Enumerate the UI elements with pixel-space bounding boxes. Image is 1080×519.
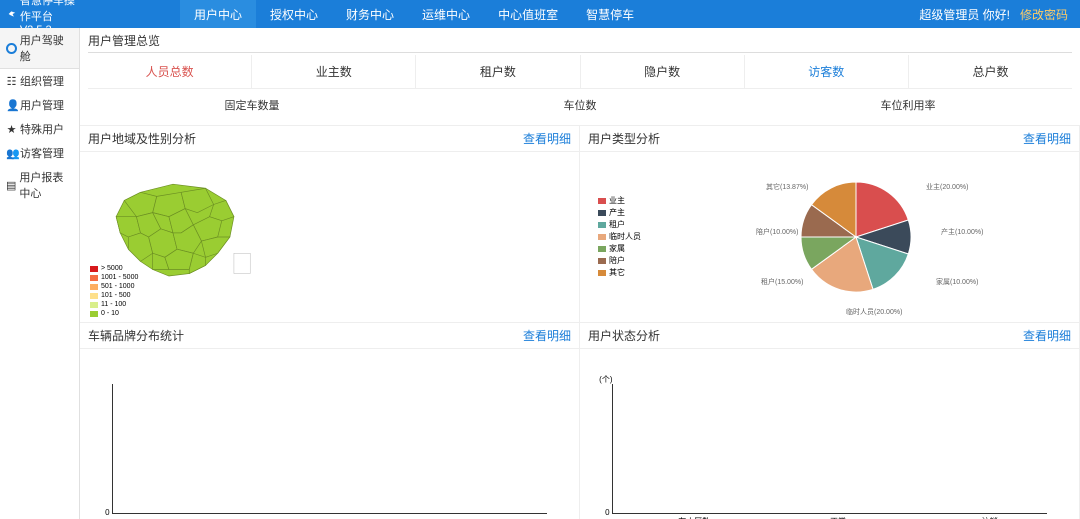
sidebar-title: 用户驾驶舱 — [0, 28, 79, 69]
nav-item-2[interactable]: 财务中心 — [332, 0, 408, 28]
panel-status: 用户状态分析 查看明细 (个) 0 在小区数正常注销 — [580, 322, 1080, 519]
stat-1: 业主数 — [252, 55, 416, 88]
brand-axis-chart: 0 — [112, 384, 547, 514]
user-icon: 👤 — [6, 99, 17, 112]
panel-map: 用户地域及性别分析 查看明细 > 50001001 - 5000501 - 10… — [80, 125, 580, 322]
panel-brand-detail-link[interactable]: 查看明细 — [523, 327, 571, 344]
top-nav: 用户中心授权中心财务中心运维中心中心值班室智慧停车 — [180, 0, 648, 28]
change-password-link[interactable]: 修改密码 — [1020, 6, 1068, 23]
bird-icon — [8, 6, 16, 22]
top-header: 智慧停车操作平台 V2.5.2 用户中心授权中心财务中心运维中心中心值班室智慧停… — [0, 0, 1080, 28]
sitemap-icon: ☷ — [6, 75, 17, 88]
panel-status-detail-link[interactable]: 查看明细 — [1023, 327, 1071, 344]
panel-map-body: > 50001001 - 5000501 - 1000101 - 50011 -… — [80, 152, 579, 322]
panel-status-body: (个) 0 在小区数正常注销 — [580, 349, 1079, 519]
panel-brand-body: 0 — [80, 349, 579, 519]
nav-item-1[interactable]: 授权中心 — [256, 0, 332, 28]
main-area: 用户驾驶舱 ☷组织管理👤用户管理★特殊用户👥访客管理▤用户报表中心 用户管理总览… — [0, 28, 1080, 519]
panel-pie-detail-link[interactable]: 查看明细 — [1023, 130, 1071, 147]
panel-pie-title: 用户类型分析 — [588, 130, 660, 147]
file-icon: ▤ — [6, 179, 16, 192]
stat-2: 租户数 — [416, 55, 580, 88]
header-right: 超级管理员 你好! 修改密码 — [919, 6, 1080, 23]
nav-item-4[interactable]: 中心值班室 — [484, 0, 572, 28]
sidebar: 用户驾驶舱 ☷组织管理👤用户管理★特殊用户👥访客管理▤用户报表中心 — [0, 28, 80, 519]
sidebar-item-2[interactable]: ★特殊用户 — [0, 117, 79, 141]
sidebar-item-4[interactable]: ▤用户报表中心 — [0, 165, 79, 205]
stat-3: 隐户数 — [581, 55, 745, 88]
stat2-2: 车位利用率 — [744, 89, 1072, 121]
stat2-0: 固定车数量 — [88, 89, 416, 121]
nav-item-5[interactable]: 智慧停车 — [572, 0, 648, 28]
pie-legend: 业主产主租户临时人员家属陪户其它 — [598, 195, 641, 279]
overview-title: 用户管理总览 — [88, 32, 1072, 53]
nav-item-3[interactable]: 运维中心 — [408, 0, 484, 28]
status-y0: 0 — [605, 508, 609, 517]
panel-pie-body: 业主产主租户临时人员家属陪户其它 其它(13.87%)业主(20.00%)产主(… — [580, 152, 1079, 322]
overview: 用户管理总览 人员总数业主数租户数隐户数访客数总户数 固定车数量车位数车位利用率 — [80, 28, 1080, 125]
star-icon: ★ — [6, 123, 17, 136]
status-axis-chart: (个) 0 在小区数正常注销 — [612, 384, 1047, 514]
stat-5: 总户数 — [909, 55, 1072, 88]
panels: 用户地域及性别分析 查看明细 > 50001001 - 5000501 - 10… — [80, 125, 1080, 519]
stats-row-1: 人员总数业主数租户数隐户数访客数总户数 — [88, 55, 1072, 88]
stats-row-2: 固定车数量车位数车位利用率 — [88, 88, 1072, 121]
stat-4: 访客数 — [745, 55, 909, 88]
map-legend: > 50001001 - 5000501 - 1000101 - 50011 -… — [90, 264, 138, 318]
nav-item-0[interactable]: 用户中心 — [180, 0, 256, 28]
content: 用户管理总览 人员总数业主数租户数隐户数访客数总户数 固定车数量车位数车位利用率… — [80, 28, 1080, 519]
users-icon: 👥 — [6, 147, 17, 160]
panel-brand-title: 车辆品牌分布统计 — [88, 327, 184, 344]
pie-chart — [776, 157, 936, 317]
sidebar-item-1[interactable]: 👤用户管理 — [0, 93, 79, 117]
sidebar-item-0[interactable]: ☷组织管理 — [0, 69, 79, 93]
pie-wrap: 其它(13.87%)业主(20.00%)产主(10.00%)家属(10.00%)… — [641, 157, 1071, 317]
sidebar-item-3[interactable]: 👥访客管理 — [0, 141, 79, 165]
panel-map-title: 用户地域及性别分析 — [88, 130, 196, 147]
dashboard-icon — [6, 43, 17, 54]
panel-map-detail-link[interactable]: 查看明细 — [523, 130, 571, 147]
stat-0: 人员总数 — [88, 55, 252, 88]
user-greeting: 超级管理员 你好! — [919, 6, 1010, 23]
stat2-1: 车位数 — [416, 89, 744, 121]
panel-status-title: 用户状态分析 — [588, 327, 660, 344]
axis-zero: 0 — [105, 508, 109, 517]
panel-brand: 车辆品牌分布统计 查看明细 0 — [80, 322, 580, 519]
status-ylabel: (个) — [599, 374, 612, 385]
panel-pie: 用户类型分析 查看明细 业主产主租户临时人员家属陪户其它 其它(13.87%)业… — [580, 125, 1080, 322]
